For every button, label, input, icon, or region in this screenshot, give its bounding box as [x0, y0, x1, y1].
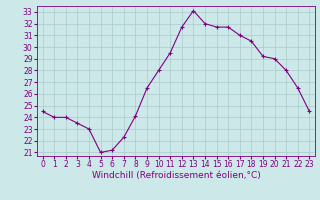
X-axis label: Windchill (Refroidissement éolien,°C): Windchill (Refroidissement éolien,°C) — [92, 171, 260, 180]
